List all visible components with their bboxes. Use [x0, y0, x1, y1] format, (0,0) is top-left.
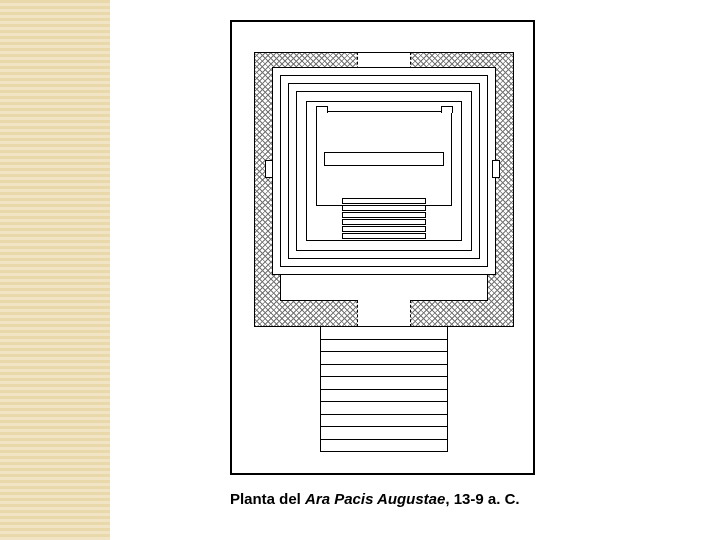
caption-suffix: , 13-9 a. C. [445, 491, 519, 508]
figure-caption: Planta del Ara Pacis Augustae, 13-9 a. C… [230, 491, 535, 508]
floorplan-frame [230, 20, 535, 475]
figure: Planta del Ara Pacis Augustae, 13-9 a. C… [230, 20, 535, 508]
caption-title: Ara Pacis Augustae [305, 491, 445, 508]
decorative-sidebar [0, 0, 110, 540]
altar-crossbar [324, 152, 444, 166]
door-opening-south [357, 300, 411, 327]
entrance-stairs [320, 326, 448, 452]
caption-prefix: Planta del [230, 491, 305, 508]
side-tab-right [492, 160, 500, 178]
side-tab-left [265, 160, 273, 178]
altar-inner-steps [342, 198, 426, 240]
